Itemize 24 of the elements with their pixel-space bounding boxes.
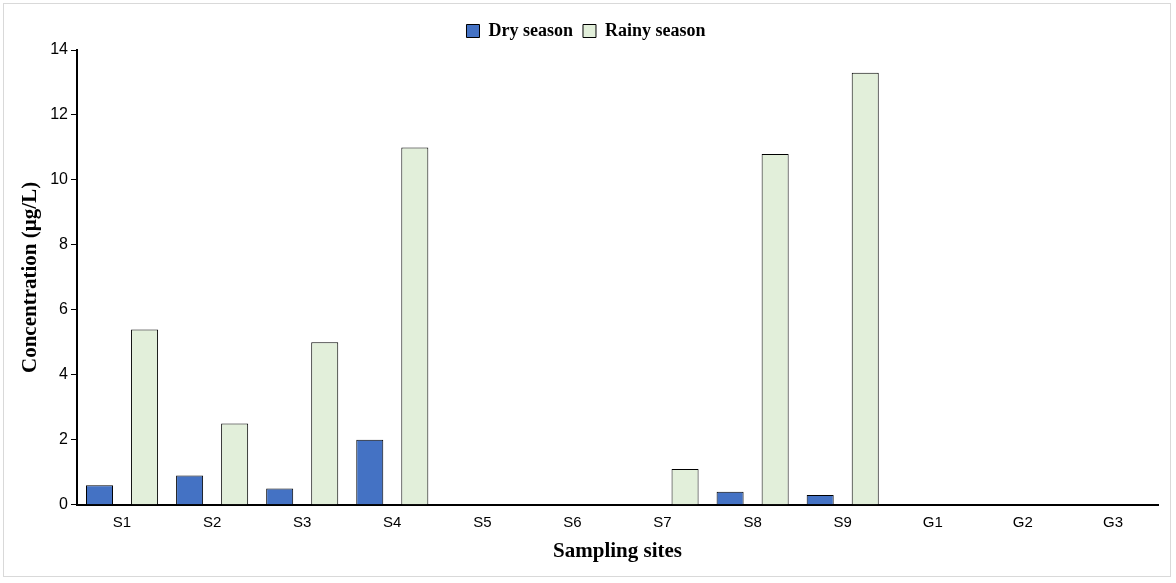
x-tick-label: S2 [202, 512, 222, 530]
y-tick-label: 6 [59, 300, 69, 318]
y-tick-label: 0 [59, 495, 69, 513]
y-tick-label: 10 [50, 170, 69, 188]
x-tick-label: S3 [293, 512, 312, 530]
x-tick-label: S7 [653, 512, 672, 530]
y-tick-label: 2 [59, 430, 69, 448]
y-tick-label: 8 [59, 235, 69, 253]
x-tick-label: S5 [473, 512, 492, 530]
x-tick-label: G2 [1012, 512, 1033, 530]
y-tick-label: 12 [50, 105, 69, 123]
x-tick-label: S6 [563, 512, 582, 530]
legend-label: Rainy season [604, 19, 706, 40]
y-tick-label: 4 [59, 365, 69, 383]
x-tick-label: G1 [922, 512, 943, 530]
x-tick-label: S8 [743, 512, 762, 530]
x-tick-label: S1 [112, 512, 132, 530]
y-axis-title: Concentration (µg/L) [17, 181, 42, 373]
x-tick-label: G3 [1102, 512, 1123, 530]
x-axis-title: Sampling sites [553, 537, 682, 562]
y-tick-label: 14 [50, 40, 69, 58]
legend-label: Dry season [488, 19, 573, 40]
x-tick-label: S9 [833, 512, 852, 530]
x-tick-label: S4 [383, 512, 402, 530]
